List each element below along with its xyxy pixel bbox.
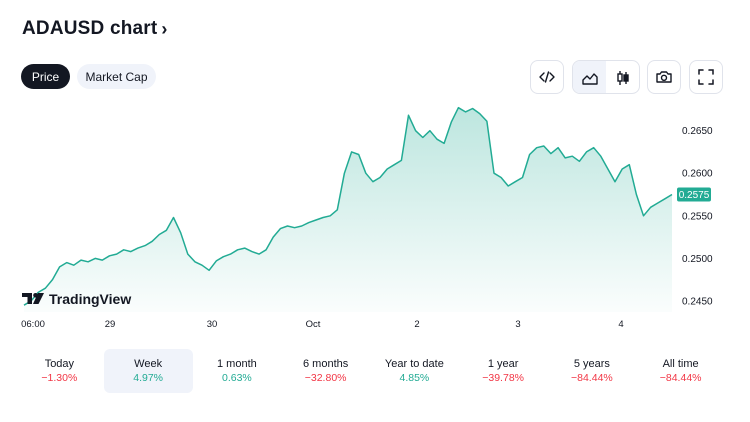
chevron-right-icon[interactable]: › <box>161 18 168 39</box>
period-1-year[interactable]: 1 year −39.78% <box>459 349 548 393</box>
candlestick-icon <box>616 71 629 85</box>
tradingview-brand: TradingView <box>49 291 131 307</box>
period-ytd[interactable]: Year to date 4.85% <box>370 349 459 393</box>
period-change: −84.44% <box>659 372 702 384</box>
page-title-text[interactable]: ADAUSD chart <box>22 18 158 39</box>
period-change: −1.30% <box>41 372 78 384</box>
x-tick-label: 2 <box>414 319 419 330</box>
camera-icon <box>656 71 672 83</box>
price-area-fill <box>24 107 672 312</box>
period-label: 5 years <box>573 358 610 370</box>
x-axis: 06:00 29 30 Oct 2 3 4 <box>21 319 624 330</box>
period-change: −84.44% <box>571 372 613 384</box>
tradingview-watermark: TradingView <box>22 291 131 307</box>
y-axis: 0.2650 0.2600 0.2550 0.2500 0.2450 <box>682 126 713 307</box>
y-tick-label: 0.2450 <box>682 296 713 307</box>
x-tick-label: 3 <box>515 319 520 330</box>
period-label: Today <box>44 358 75 370</box>
candlestick-button[interactable] <box>606 61 639 93</box>
period-change: 4.85% <box>399 372 430 384</box>
period-5-years[interactable]: 5 years −84.44% <box>548 349 637 393</box>
period-change: −32.80% <box>304 372 347 384</box>
period-label: Week <box>134 358 163 370</box>
x-tick-label: 30 <box>207 319 218 330</box>
chart-style-toggle <box>572 60 640 94</box>
period-label: Year to date <box>384 358 444 370</box>
tab-price[interactable]: Price <box>21 64 70 89</box>
period-tabs: Today −1.30% Week 4.97% 1 month 0.63% 6 … <box>15 349 725 393</box>
period-6-months[interactable]: 6 months −32.80% <box>281 349 370 393</box>
snapshot-button[interactable] <box>647 60 681 94</box>
period-label: 1 year <box>487 358 519 370</box>
period-week[interactable]: Week 4.97% <box>103 349 193 393</box>
period-change: 0.63% <box>221 372 252 384</box>
x-tick-label: 4 <box>618 319 623 330</box>
last-price-label: 0.2575 <box>679 190 710 201</box>
last-price-badge: 0.2575 <box>677 187 711 202</box>
area-chart-button[interactable] <box>573 61 606 93</box>
period-label: All time <box>662 358 699 370</box>
period-label: 6 months <box>303 358 349 370</box>
tab-market-cap[interactable]: Market Cap <box>77 64 156 89</box>
price-line <box>23 106 673 306</box>
x-tick-label: 29 <box>105 319 116 330</box>
embed-button[interactable] <box>530 60 564 94</box>
y-tick-label: 0.2550 <box>682 211 713 222</box>
code-icon <box>539 71 555 83</box>
page-title[interactable]: ADAUSD chart › <box>22 18 168 40</box>
y-tick-label: 0.2600 <box>682 169 713 180</box>
area-chart-icon <box>581 73 598 85</box>
fullscreen-icon <box>698 69 714 85</box>
tradingview-logo-icon <box>22 293 44 304</box>
x-tick-label: Oct <box>306 319 321 330</box>
period-change: −39.78% <box>482 372 524 384</box>
period-1-month[interactable]: 1 month 0.63% <box>193 349 282 393</box>
period-change: 4.97% <box>133 372 164 384</box>
period-today[interactable]: Today −1.30% <box>15 349 104 393</box>
period-label: 1 month <box>217 358 257 370</box>
y-tick-label: 0.2500 <box>682 254 713 265</box>
fullscreen-button[interactable] <box>689 60 723 94</box>
x-tick-label: 06:00 <box>21 319 45 330</box>
y-tick-label: 0.2650 <box>682 126 713 137</box>
period-all-time[interactable]: All time −84.44% <box>636 349 725 393</box>
